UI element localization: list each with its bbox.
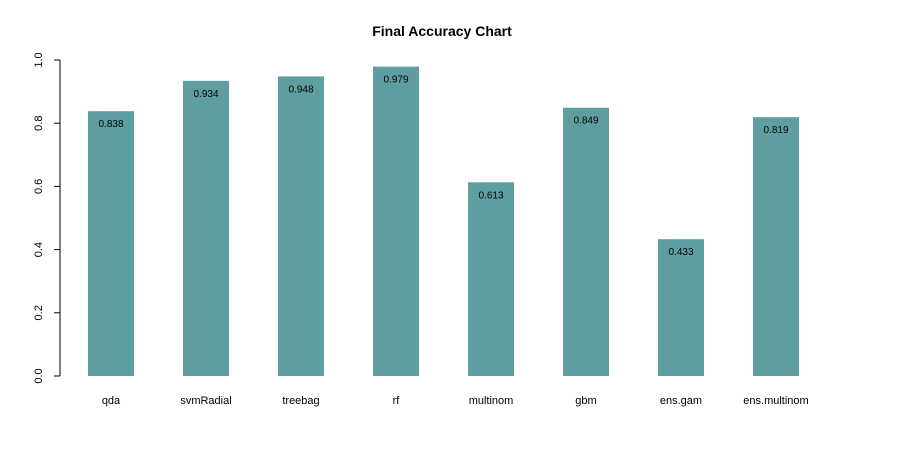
y-tick-label: 0.4 [33,242,45,257]
bar-ens.multinom [753,117,799,377]
bar-qda [88,111,134,376]
bars-group [88,66,799,377]
bar-svmRadial [183,80,229,376]
category-label: multinom [469,395,514,407]
bar-treebag [278,76,324,376]
category-label: treebag [282,395,319,407]
y-tick-label: 0.6 [33,179,45,194]
value-label: 0.979 [383,75,408,86]
y-tick-label: 0.0 [33,368,45,383]
category-label: ens.multinom [743,395,808,407]
y-tick-label: 1.0 [33,52,45,67]
chart-title: Final Accuracy Chart [372,23,512,39]
category-labels-group: qda svmRadial treebag rf multinom gbm ens.gam e… [102,395,809,407]
category-label: ens.gam [660,395,702,407]
category-label: qda [102,395,121,407]
category-label: svmRadial [180,395,231,407]
value-label: 0.613 [478,190,503,201]
value-label: 0.849 [573,116,598,127]
category-label: gbm [575,395,596,407]
y-tick-label: 0.2 [33,305,45,320]
value-label: 0.948 [288,84,313,95]
bar-gbm [563,107,609,376]
value-labels-group: 0.838 0.934 0.948 0.979 0.613 0.849 0.433 0.819 [98,75,788,259]
bar-ens.gam [658,239,704,376]
y-tick-label: 0.8 [33,116,45,131]
value-label: 0.934 [193,89,218,100]
bar-multinom [468,182,514,376]
value-label: 0.819 [763,125,788,136]
bar-rf [373,66,419,377]
category-label: rf [393,395,401,407]
value-label: 0.838 [98,119,123,130]
y-axis-ticks: 0.0 0.2 0.4 0.6 0.8 1.0 [33,52,60,384]
value-label: 0.433 [668,247,693,258]
